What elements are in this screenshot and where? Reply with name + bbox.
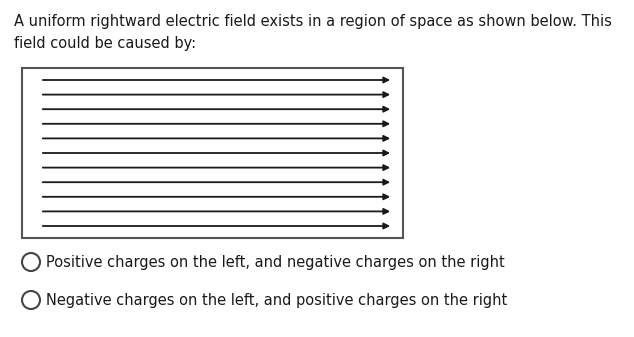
Text: Positive charges on the left, and negative charges on the right: Positive charges on the left, and negati… <box>46 254 505 270</box>
Text: A uniform rightward electric field exists in a region of space as shown below. T: A uniform rightward electric field exist… <box>14 14 612 29</box>
Bar <box>22 68 403 238</box>
Circle shape <box>22 291 40 309</box>
Circle shape <box>22 253 40 271</box>
Text: field could be caused by:: field could be caused by: <box>14 36 196 51</box>
Text: Negative charges on the left, and positive charges on the right: Negative charges on the left, and positi… <box>46 293 507 307</box>
